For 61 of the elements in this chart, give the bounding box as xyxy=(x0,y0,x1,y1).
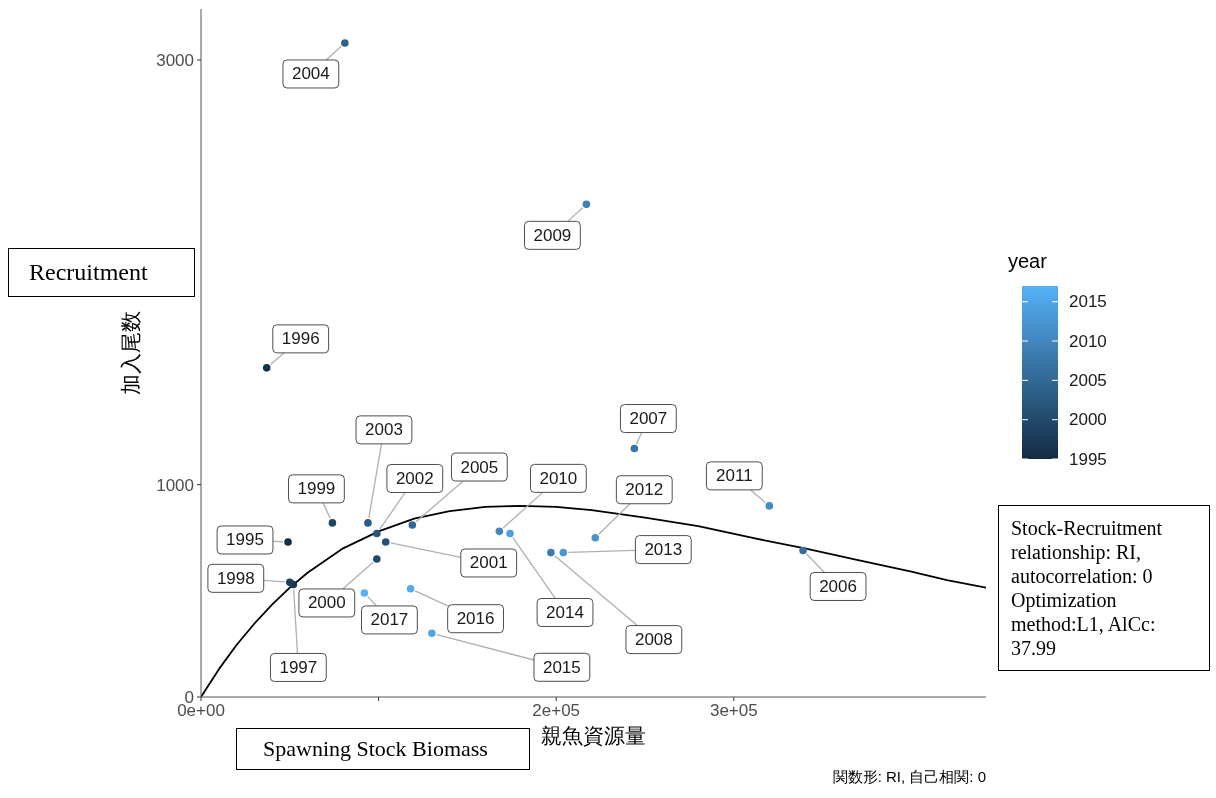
color-bar-label: 2010 xyxy=(1069,331,1107,351)
text: Recruitment xyxy=(29,258,148,287)
point xyxy=(373,555,381,563)
annotation: 2000 xyxy=(307,593,346,613)
annotation: 2005 xyxy=(460,457,499,477)
x-axis-title: 親魚資源量 xyxy=(541,724,646,747)
color-bar-label: 2015 xyxy=(1069,292,1107,312)
y-tick-label: 3000 xyxy=(156,51,194,70)
annotation: 1996 xyxy=(281,329,320,349)
point xyxy=(408,521,417,529)
annotation: 2017 xyxy=(370,610,409,630)
annotation: 2001 xyxy=(469,553,508,573)
point xyxy=(364,519,372,527)
point xyxy=(341,39,349,47)
point xyxy=(799,546,807,555)
annotation: 1995 xyxy=(226,530,264,550)
annotation: 2016 xyxy=(456,609,495,629)
point xyxy=(328,519,337,527)
point xyxy=(559,548,568,557)
point xyxy=(765,502,774,510)
text: 関数形: RI, 自己相関: 0 xyxy=(832,768,986,785)
annotation: 1997 xyxy=(279,657,318,677)
point xyxy=(506,529,514,538)
annotation: 2002 xyxy=(395,468,434,488)
point xyxy=(547,548,555,557)
y-tick-label: 1000 xyxy=(156,475,194,495)
annotation: 1999 xyxy=(297,479,336,499)
annotation: 2008 xyxy=(634,630,673,650)
annotation: 2009 xyxy=(533,225,572,245)
point xyxy=(360,589,369,597)
annotation: 2013 xyxy=(644,540,683,560)
color-bar-label: 1995 xyxy=(1069,449,1107,469)
point xyxy=(495,527,504,536)
color-bar-label: 2000 xyxy=(1069,410,1107,430)
point xyxy=(406,584,415,593)
color-bar-title: year xyxy=(1008,250,1048,272)
annotation: 1998 xyxy=(216,568,255,588)
point xyxy=(591,533,600,542)
annotation: 2006 xyxy=(819,576,857,596)
annotation: 2004 xyxy=(291,64,330,84)
annotation: 2003 xyxy=(365,420,403,440)
x-tick-label: 3e+05 xyxy=(709,701,758,721)
annotation: 2007 xyxy=(629,409,668,429)
annotation: 2011 xyxy=(716,466,753,486)
annotation: 2010 xyxy=(539,468,578,488)
point xyxy=(262,364,271,372)
x-tick-label: 2e+05 xyxy=(532,701,581,721)
point xyxy=(373,529,381,538)
point xyxy=(582,200,591,209)
text: Spawning Stock Biomass xyxy=(263,735,488,763)
point xyxy=(284,538,292,546)
point xyxy=(428,629,436,638)
text: Stock-Recruitment relationship: RI, autocorrelation: 0 Optimization method:L1, AlCc: 37.99 xyxy=(1011,517,1163,659)
point xyxy=(630,444,639,453)
color-bar-label: 2005 xyxy=(1069,370,1107,390)
annotation: 2015 xyxy=(542,657,581,677)
y-axis-title: 加入尾数 xyxy=(118,311,142,395)
point xyxy=(381,538,390,546)
annotation: 2014 xyxy=(546,602,584,622)
annotation: 2012 xyxy=(625,480,664,500)
point xyxy=(286,578,294,587)
